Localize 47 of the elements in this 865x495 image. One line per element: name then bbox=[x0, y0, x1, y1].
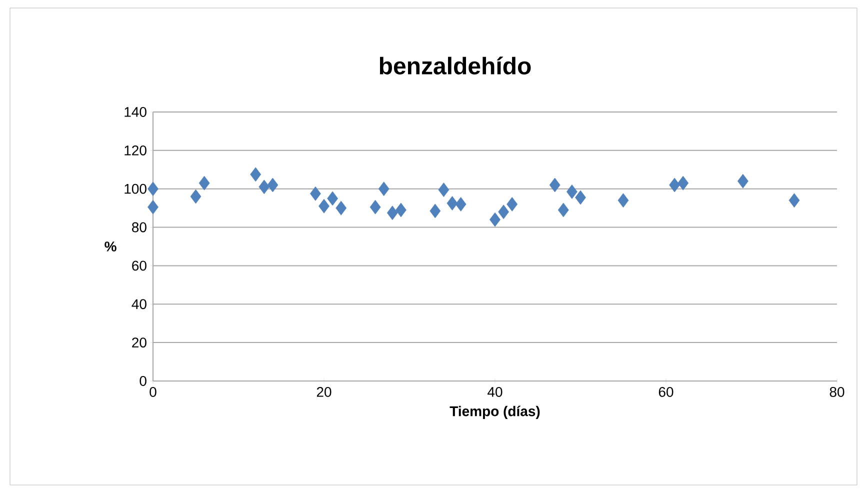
x-tick-label: 40 bbox=[488, 387, 502, 397]
point bbox=[396, 202, 406, 218]
y-tick-label: 80 bbox=[132, 222, 146, 232]
point bbox=[490, 212, 500, 227]
y-tick-label: 60 bbox=[132, 260, 146, 271]
point bbox=[148, 200, 158, 214]
x-tick-label: 20 bbox=[316, 387, 332, 397]
point bbox=[575, 190, 586, 205]
point bbox=[148, 182, 158, 196]
point bbox=[506, 197, 518, 212]
y-tick-label: 100 bbox=[124, 184, 146, 194]
point bbox=[566, 184, 578, 199]
point bbox=[678, 176, 689, 190]
point bbox=[438, 182, 450, 198]
point bbox=[318, 198, 330, 214]
x-tick-label: 80 bbox=[830, 387, 844, 397]
chart-title: benzaldehído bbox=[380, 56, 531, 74]
point bbox=[327, 191, 338, 206]
point bbox=[267, 178, 278, 192]
point bbox=[310, 186, 321, 201]
x-axis-title: Tiempo (días) bbox=[450, 406, 540, 419]
point bbox=[336, 200, 347, 216]
y-axis-title: % bbox=[104, 242, 116, 252]
point bbox=[455, 197, 466, 212]
point bbox=[788, 193, 800, 208]
point bbox=[498, 204, 509, 220]
y-tick-label: 20 bbox=[132, 338, 146, 348]
point bbox=[386, 206, 398, 220]
point bbox=[378, 182, 390, 196]
x-tick-label: 60 bbox=[658, 387, 674, 397]
point bbox=[558, 202, 569, 218]
y-tick-label: 120 bbox=[124, 145, 146, 156]
point bbox=[430, 204, 441, 218]
y-tick-label: 40 bbox=[132, 299, 146, 310]
point bbox=[737, 174, 748, 188]
point bbox=[549, 178, 560, 192]
point bbox=[370, 200, 381, 214]
point bbox=[190, 189, 202, 204]
point bbox=[618, 193, 629, 208]
y-tick-label: 140 bbox=[124, 107, 146, 117]
point bbox=[258, 180, 270, 194]
point bbox=[198, 176, 210, 190]
y-tick-label: 0 bbox=[140, 376, 146, 386]
point bbox=[446, 196, 458, 210]
x-tick-label: 0 bbox=[150, 387, 156, 397]
point bbox=[669, 178, 680, 192]
point bbox=[250, 167, 262, 182]
